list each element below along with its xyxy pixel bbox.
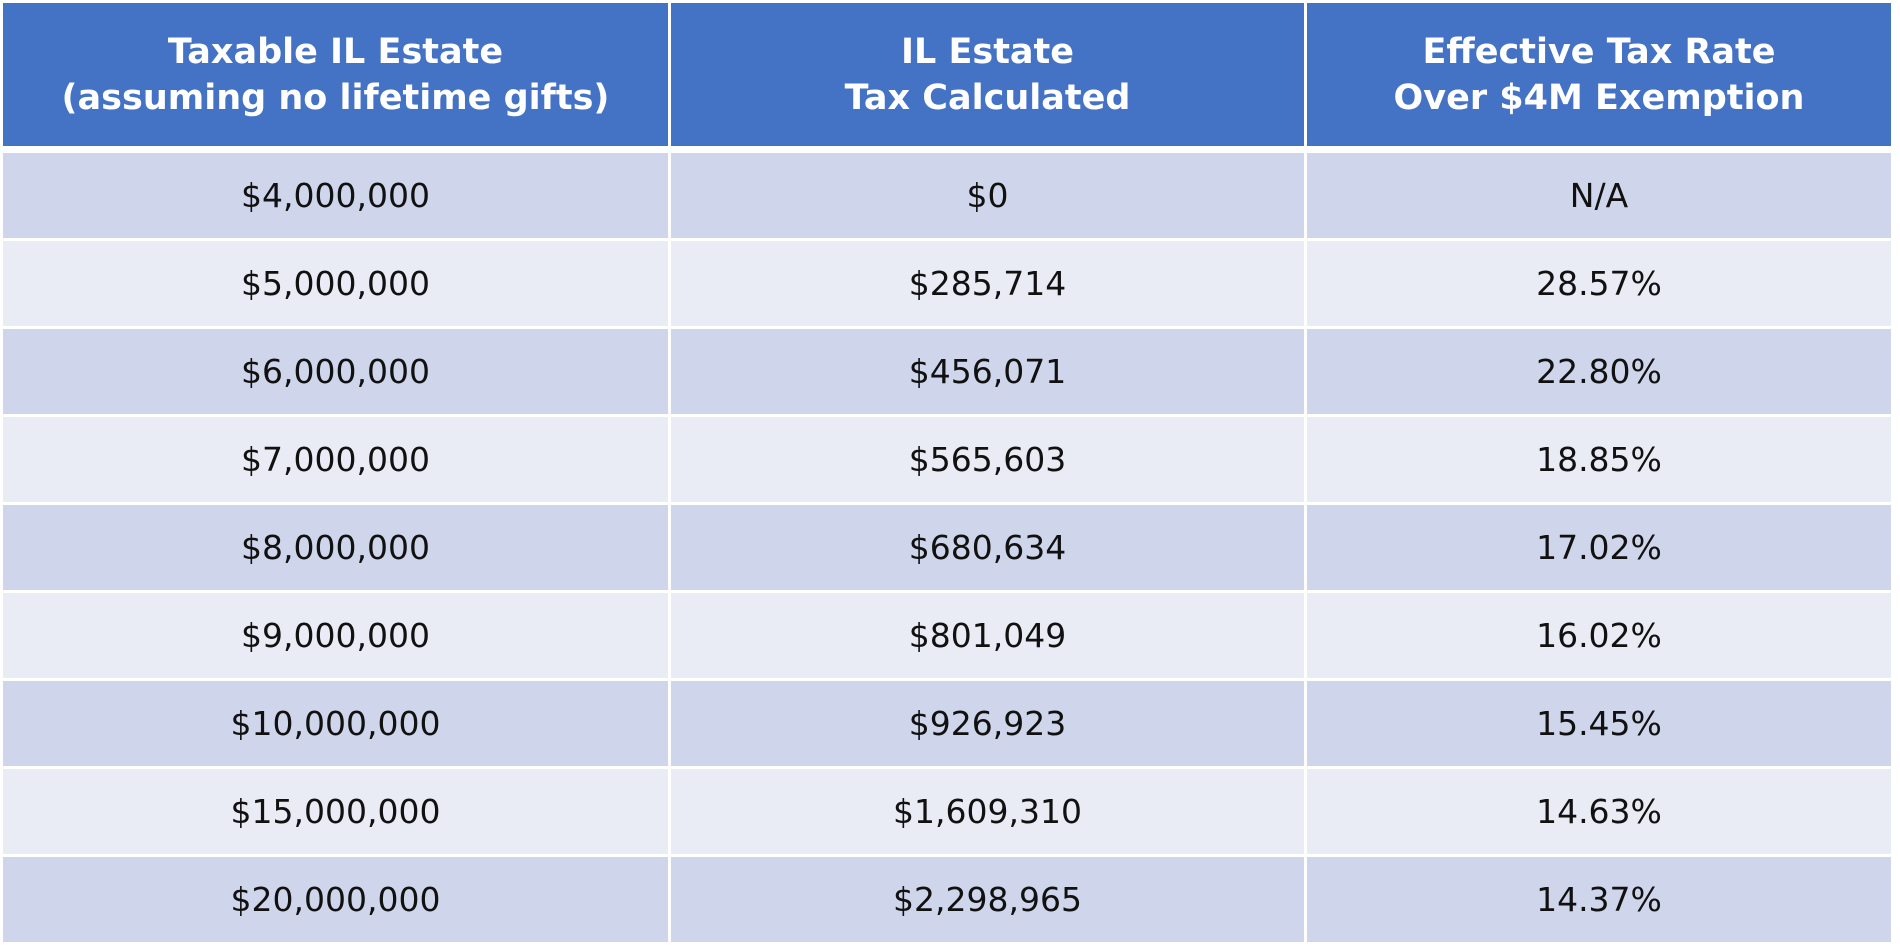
cell-effective-rate: N/A bbox=[1307, 153, 1891, 238]
header-line2: Tax Calculated bbox=[844, 77, 1131, 118]
cell-taxable-estate: $8,000,000 bbox=[3, 505, 668, 590]
cell-tax-calculated: $926,923 bbox=[671, 681, 1304, 766]
column-header-taxable-estate: Taxable IL Estate (assuming no lifetime g… bbox=[3, 3, 668, 150]
cell-tax-calculated: $285,714 bbox=[671, 241, 1304, 326]
table-row: $20,000,000 $2,298,965 14.37% bbox=[3, 857, 1891, 942]
cell-taxable-estate: $20,000,000 bbox=[3, 857, 668, 942]
table-row: $9,000,000 $801,049 16.02% bbox=[3, 593, 1891, 678]
header-line2: (assuming no lifetime gifts) bbox=[61, 77, 610, 118]
cell-effective-rate: 16.02% bbox=[1307, 593, 1891, 678]
cell-taxable-estate: $4,000,000 bbox=[3, 153, 668, 238]
header-row: Taxable IL Estate (assuming no lifetime g… bbox=[3, 3, 1891, 150]
table-row: $4,000,000 $0 N/A bbox=[3, 153, 1891, 238]
cell-taxable-estate: $6,000,000 bbox=[3, 329, 668, 414]
cell-tax-calculated: $801,049 bbox=[671, 593, 1304, 678]
cell-tax-calculated: $2,298,965 bbox=[671, 857, 1304, 942]
cell-tax-calculated: $680,634 bbox=[671, 505, 1304, 590]
header-line1: Taxable IL Estate bbox=[167, 31, 504, 72]
cell-tax-calculated: $456,071 bbox=[671, 329, 1304, 414]
cell-effective-rate: 28.57% bbox=[1307, 241, 1891, 326]
header-line1: IL Estate bbox=[900, 31, 1075, 72]
table-row: $6,000,000 $456,071 22.80% bbox=[3, 329, 1891, 414]
table-body: $4,000,000 $0 N/A $5,000,000 $285,714 28.57% $… bbox=[3, 153, 1891, 942]
cell-tax-calculated: $1,609,310 bbox=[671, 769, 1304, 854]
cell-taxable-estate: $7,000,000 bbox=[3, 417, 668, 502]
table-row: $5,000,000 $285,714 28.57% bbox=[3, 241, 1891, 326]
cell-taxable-estate: $5,000,000 bbox=[3, 241, 668, 326]
cell-tax-calculated: $565,603 bbox=[671, 417, 1304, 502]
header-line1: Effective Tax Rate bbox=[1422, 31, 1776, 72]
header-line2: Over $4M Exemption bbox=[1393, 77, 1805, 118]
cell-effective-rate: 14.37% bbox=[1307, 857, 1891, 942]
column-header-effective-rate: Effective Tax Rate Over $4M Exemption bbox=[1307, 3, 1891, 150]
cell-taxable-estate: $10,000,000 bbox=[3, 681, 668, 766]
table-row: $15,000,000 $1,609,310 14.63% bbox=[3, 769, 1891, 854]
cell-effective-rate: 22.80% bbox=[1307, 329, 1891, 414]
table-row: $7,000,000 $565,603 18.85% bbox=[3, 417, 1891, 502]
table-row: $8,000,000 $680,634 17.02% bbox=[3, 505, 1891, 590]
cell-effective-rate: 15.45% bbox=[1307, 681, 1891, 766]
cell-taxable-estate: $9,000,000 bbox=[3, 593, 668, 678]
cell-taxable-estate: $15,000,000 bbox=[3, 769, 668, 854]
column-header-tax-calculated: IL Estate Tax Calculated bbox=[671, 3, 1304, 150]
cell-effective-rate: 14.63% bbox=[1307, 769, 1891, 854]
cell-effective-rate: 18.85% bbox=[1307, 417, 1891, 502]
table-row: $10,000,000 $926,923 15.45% bbox=[3, 681, 1891, 766]
cell-tax-calculated: $0 bbox=[671, 153, 1304, 238]
cell-effective-rate: 17.02% bbox=[1307, 505, 1891, 590]
